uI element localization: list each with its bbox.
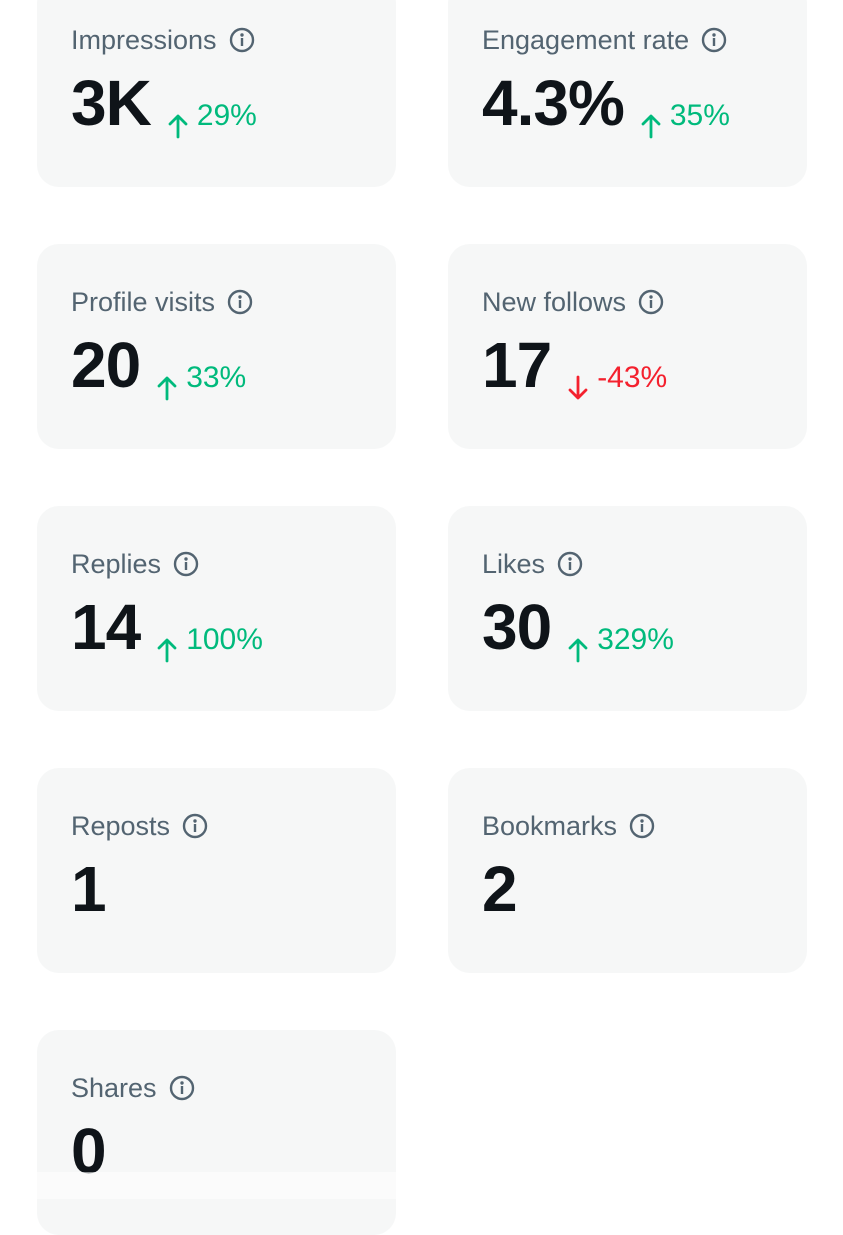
metric-value: 14 <box>71 591 141 663</box>
metric-value: 3K <box>71 67 152 139</box>
value-row: 30 329% <box>482 590 674 666</box>
info-icon[interactable] <box>173 551 199 577</box>
trend-arrow <box>168 114 188 139</box>
metric-label-text: Bookmarks <box>482 810 618 841</box>
metric-label-text: Impressions <box>71 24 217 55</box>
metric-label: Engagement rate <box>482 22 727 58</box>
metric-card: Bookmarks 2 <box>448 768 807 973</box>
value-row: 20 33% <box>71 328 246 404</box>
value-row: 2 <box>482 852 518 928</box>
metric-change: 35% <box>640 99 730 139</box>
value-row: 4.3% 35% <box>482 66 730 142</box>
metric-label-text: Profile visits <box>71 286 216 317</box>
metric-label: Replies <box>71 546 199 582</box>
info-icon[interactable] <box>182 813 208 839</box>
metric-change-text: 29% <box>196 99 257 132</box>
metric-value: 2 <box>482 853 518 925</box>
metric-change-text: 35% <box>669 99 730 132</box>
metric-value: 17 <box>482 329 552 401</box>
metric-label-text: Reposts <box>71 810 171 841</box>
metric-label-text: Replies <box>71 548 162 579</box>
metric-card: Engagement rate 4.3% 35% <box>448 0 807 187</box>
metric-card: New follows 17 -43% <box>448 244 807 449</box>
metric-change-text: -43% <box>597 361 668 394</box>
metric-label: Reposts <box>71 808 208 844</box>
value-row: 17 -43% <box>482 328 667 404</box>
info-icon[interactable] <box>229 27 255 53</box>
metric-label-text: New follows <box>482 286 627 317</box>
metric-label: Shares <box>71 1070 195 1106</box>
value-row: 1 <box>71 852 107 928</box>
metric-change: -43% <box>567 361 668 400</box>
metric-change-text: 100% <box>186 623 263 656</box>
info-icon[interactable] <box>557 551 583 577</box>
metric-label: Likes <box>482 546 583 582</box>
metric-change: 33% <box>156 361 247 401</box>
metric-change-text: 329% <box>597 623 674 656</box>
metric-card: Profile visits 20 33% <box>37 244 396 449</box>
metric-change: 329% <box>567 623 674 663</box>
info-icon[interactable] <box>169 1075 195 1101</box>
metric-label: New follows <box>482 284 664 320</box>
info-icon[interactable] <box>638 289 664 315</box>
trend-arrow <box>157 638 177 663</box>
metric-label-text: Engagement rate <box>482 24 690 55</box>
page: {"cards": [ {"label": "Impressions", "va… <box>0 0 843 1199</box>
metric-label: Profile visits <box>71 284 253 320</box>
info-icon[interactable] <box>701 27 727 53</box>
metric-card: Impressions 3K 29% <box>37 0 396 187</box>
metric-label: Impressions <box>71 22 255 58</box>
metric-card: Likes 30 329% <box>448 506 807 711</box>
metric-label-text: Likes <box>482 548 546 579</box>
trend-arrow <box>641 114 661 139</box>
info-icon[interactable] <box>629 813 655 839</box>
value-row: 3K 29% <box>71 66 257 142</box>
metric-change-text: 33% <box>186 361 247 394</box>
trend-arrow <box>157 376 177 401</box>
metric-label: Bookmarks <box>482 808 655 844</box>
metric-card: Shares 0 <box>37 1030 396 1235</box>
metric-change: 29% <box>167 99 257 139</box>
metric-change: 100% <box>156 623 263 663</box>
info-icon[interactable] <box>227 289 253 315</box>
metric-label-text: Shares <box>71 1072 157 1103</box>
metric-value: 20 <box>71 329 141 401</box>
metric-card: Reposts 1 <box>37 768 396 973</box>
metric-value: 4.3% <box>482 67 625 139</box>
trend-arrow <box>568 375 588 400</box>
metric-value: 30 <box>482 591 552 663</box>
metric-value: 1 <box>71 853 107 925</box>
bottom-bar <box>0 1172 843 1199</box>
value-row: 14 100% <box>71 590 263 666</box>
trend-arrow <box>568 638 588 663</box>
metric-card: Replies 14 100% <box>37 506 396 711</box>
